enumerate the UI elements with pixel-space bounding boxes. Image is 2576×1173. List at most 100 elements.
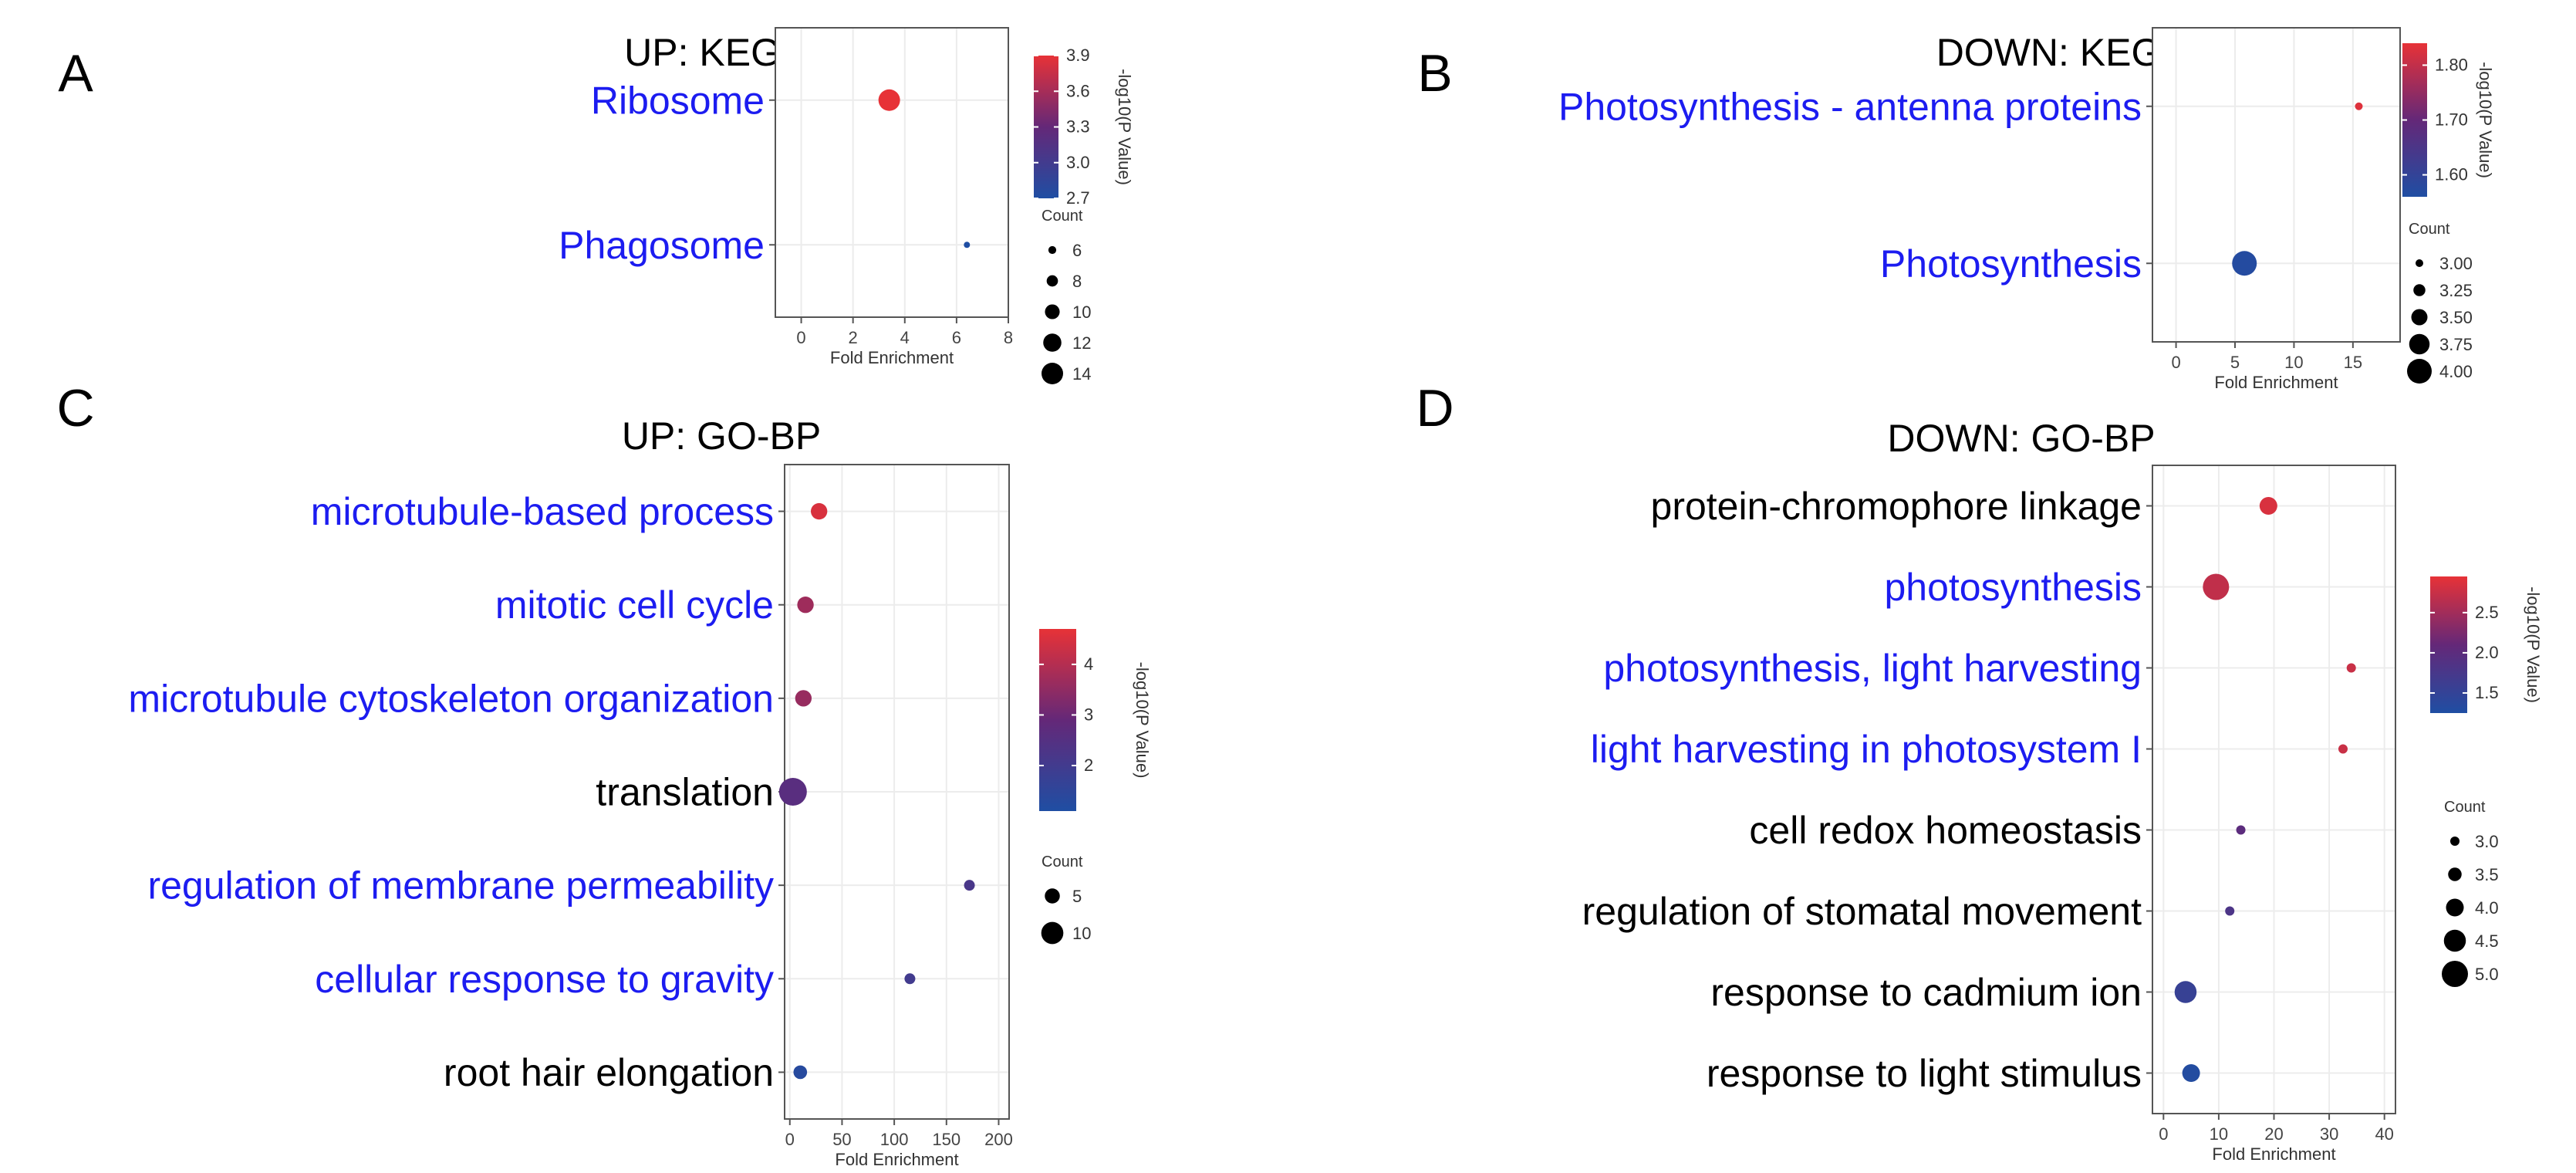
category-label: microtubule-based process: [311, 490, 774, 533]
x-tick-label: 10: [2210, 1124, 2228, 1144]
x-axis-label: Fold Enrichment: [2212, 1144, 2335, 1164]
panel-title: DOWN: KEGG: [1936, 31, 2192, 74]
size-legend-label: 5: [1072, 887, 1082, 906]
colorbar-tick-label: 3.6: [1066, 81, 1090, 100]
size-legend-dot: [2407, 359, 2432, 384]
data-point: [2174, 981, 2197, 1003]
colorbar-tick-label: 3: [1084, 705, 1093, 724]
size-legend-label: 5.0: [2475, 965, 2499, 984]
colorbar-tick-label: 3.9: [1066, 46, 1090, 65]
size-legend-dot: [1046, 275, 1058, 287]
x-tick-label: 0: [2159, 1124, 2168, 1144]
colorbar-tick-label: 2.0: [2475, 643, 2499, 662]
size-legend-title: Count: [1042, 208, 1083, 225]
category-label: protein-chromophore linkage: [1651, 485, 2142, 528]
size-legend-dot: [1042, 363, 1063, 384]
category-label: response to cadmium ion: [1710, 971, 2142, 1014]
size-legend-label: 3.25: [2439, 281, 2473, 300]
data-point: [2355, 102, 2363, 110]
colorbar-tick-label: 2: [1084, 756, 1093, 775]
size-legend-dot: [2416, 259, 2423, 267]
x-axis-label: Fold Enrichment: [2214, 373, 2338, 392]
size-legend-label: 4.5: [2475, 931, 2499, 951]
data-point: [2203, 573, 2230, 600]
size-legend-title: Count: [1042, 854, 1083, 870]
data-point: [778, 778, 807, 806]
size-legend-dot: [2448, 867, 2462, 881]
category-label: regulation of stomatal movement: [1582, 890, 2142, 933]
plot-border: [2152, 27, 2401, 343]
plot-area: [2152, 28, 2400, 342]
panel-title: DOWN: GO-BP: [1887, 417, 2155, 460]
x-tick-label: 50: [832, 1130, 851, 1149]
category-label: cellular response to gravity: [315, 958, 774, 1001]
size-legend-label: 10: [1072, 303, 1091, 322]
x-tick-label: 100: [880, 1130, 909, 1149]
x-tick-label: 10: [2284, 353, 2303, 372]
x-tick-label: 6: [952, 328, 961, 347]
size-legend-label: 6: [1072, 241, 1082, 260]
x-axis-label: Fold Enrichment: [830, 348, 954, 367]
size-legend-label: 3.0: [2475, 832, 2499, 851]
colorbar-tick-label: 2.7: [1066, 188, 1090, 208]
x-tick-label: 40: [2375, 1124, 2393, 1144]
colorbar-tick-label: 3.0: [1066, 153, 1090, 172]
size-legend-label: 3.50: [2439, 308, 2473, 327]
category-label: photosynthesis: [1884, 566, 2142, 609]
size-legend-label: 4.00: [2439, 362, 2473, 381]
x-tick-label: 30: [2320, 1124, 2338, 1144]
size-legend-label: 12: [1072, 333, 1091, 353]
size-legend-dot: [1045, 304, 1060, 319]
category-label: mitotic cell cycle: [495, 583, 774, 627]
colorbar-label: -log10(P Value): [1115, 69, 1134, 185]
colorbar-label: -log10(P Value): [2524, 586, 2543, 703]
x-tick-label: 20: [2264, 1124, 2283, 1144]
colorbar-tick-label: 4: [1084, 654, 1093, 674]
data-point: [2236, 825, 2246, 835]
panel-letter: B: [1417, 44, 1452, 103]
size-legend-label: 10: [1072, 924, 1091, 943]
size-legend-dot: [1041, 921, 1064, 945]
x-axis-label: Fold Enrichment: [835, 1150, 958, 1169]
x-tick-label: 5: [2230, 353, 2240, 372]
size-legend-label: 8: [1072, 272, 1082, 291]
colorbar-tick-label: 2.5: [2475, 603, 2499, 622]
colorbar-tick-label: 1.60: [2435, 165, 2468, 184]
size-legend-title: Count: [2444, 799, 2486, 816]
size-legend-dot: [1043, 333, 1062, 352]
data-point: [878, 89, 900, 111]
category-label: root hair elongation: [444, 1051, 774, 1094]
colorbar-tick-label: 1.5: [2475, 683, 2499, 702]
size-legend-label: 14: [1072, 364, 1091, 384]
size-legend-dot: [2413, 284, 2426, 296]
size-legend-label: 3.5: [2475, 865, 2499, 884]
x-tick-label: 8: [1004, 328, 1013, 347]
x-tick-label: 4: [900, 328, 910, 347]
data-point: [2259, 497, 2277, 515]
colorbar-tick-label: 1.70: [2435, 110, 2468, 130]
data-point: [2338, 744, 2348, 754]
data-point: [2232, 251, 2257, 276]
panel-letter: C: [56, 379, 94, 438]
size-legend-dot: [2443, 929, 2466, 952]
x-tick-label: 200: [984, 1130, 1013, 1149]
size-legend-dot: [1045, 888, 1060, 904]
panel-d: D DOWN: GO-BP 0 10 20 30 40 Fold Enrichment prot…: [1416, 379, 2543, 1164]
panel-b: B DOWN: KEGG 0 5 10 15 Fold Enrichment Photosyn…: [1417, 27, 2495, 392]
size-legend-dot: [2450, 837, 2460, 846]
size-legend-label: 4.0: [2475, 898, 2499, 918]
colorbar: [2430, 576, 2467, 713]
data-point: [964, 242, 971, 248]
size-legend-label: 3.75: [2439, 335, 2473, 354]
colorbar-tick-label: 1.80: [2435, 55, 2468, 74]
category-label: cell redox homeostasis: [1749, 809, 2142, 852]
data-point: [810, 502, 828, 520]
category-label: Photosynthesis - antenna proteins: [1558, 85, 2142, 128]
size-legend-dot: [2411, 309, 2428, 326]
data-point: [2182, 1064, 2200, 1082]
colorbar-label: -log10(P Value): [2476, 62, 2495, 178]
data-point: [797, 597, 814, 614]
category-label: photosynthesis, light harvesting: [1603, 647, 2142, 690]
